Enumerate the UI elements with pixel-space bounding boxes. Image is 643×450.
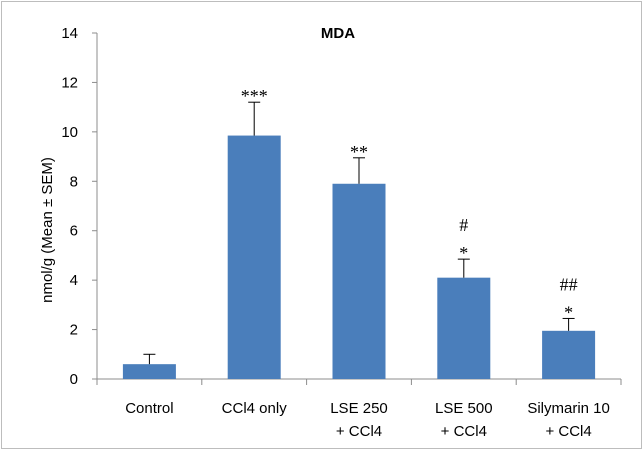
significance-label: * xyxy=(459,243,468,263)
chart-title: MDA xyxy=(321,25,355,42)
significance-label: *** xyxy=(241,86,268,106)
bar xyxy=(542,330,596,379)
x-category-label: + CCl4 xyxy=(441,423,487,440)
x-category-label: Silymarin 10 xyxy=(527,400,610,417)
bar xyxy=(227,135,281,379)
y-tick-label: 0 xyxy=(70,371,78,388)
y-tick-label: 10 xyxy=(61,124,78,141)
y-tick-label: 8 xyxy=(70,173,78,190)
bar xyxy=(122,364,176,379)
y-axis-label: nmol/g (Mean ± SEM) xyxy=(39,157,56,303)
significance-label: # xyxy=(459,215,468,235)
x-category-label: Control xyxy=(125,400,173,417)
x-category-label: LSE 500 xyxy=(435,400,493,417)
bar xyxy=(437,277,491,379)
x-category-label: CCl4 only xyxy=(222,400,288,417)
x-category-label: + CCl4 xyxy=(545,423,591,440)
significance-label: * xyxy=(564,302,573,322)
bar xyxy=(332,183,386,379)
y-tick-label: 12 xyxy=(61,74,78,91)
y-tick-label: 6 xyxy=(70,223,78,240)
significance-label: ** xyxy=(350,142,368,162)
significance-label: ## xyxy=(560,274,578,294)
y-tick-label: 14 xyxy=(61,25,78,42)
y-tick-label: 4 xyxy=(70,272,78,289)
x-category-label: LSE 250 xyxy=(330,400,388,417)
x-category-label: + CCl4 xyxy=(336,423,382,440)
y-tick-label: 2 xyxy=(70,322,78,339)
